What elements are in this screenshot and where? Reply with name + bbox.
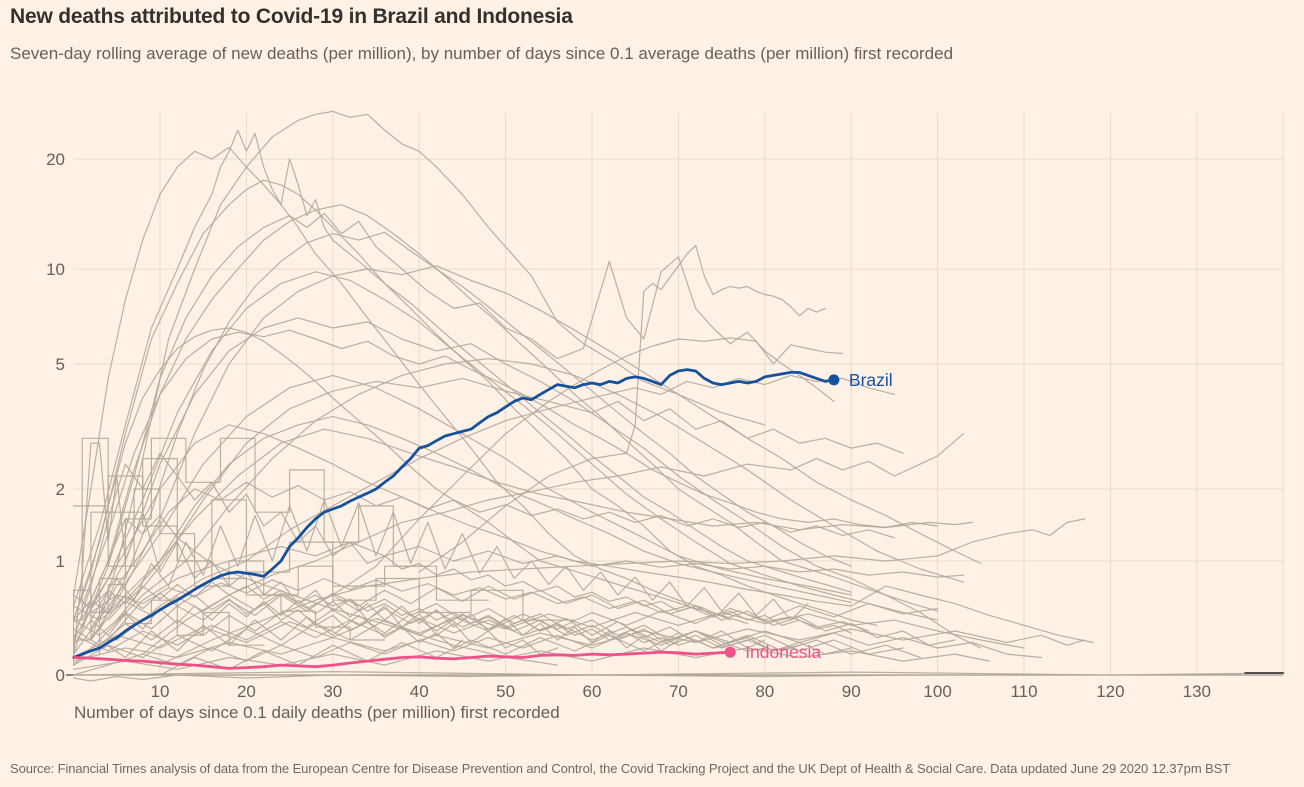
country-line xyxy=(98,358,965,641)
country-line xyxy=(72,592,463,649)
country-line xyxy=(72,442,559,655)
x-tick-label: 20 xyxy=(237,682,256,701)
country-line xyxy=(116,374,896,641)
x-tick-label: 90 xyxy=(842,682,861,701)
page-title: New deaths attributed to Covid-19 in Bra… xyxy=(10,5,573,28)
country-line xyxy=(90,481,896,630)
country-line xyxy=(90,265,982,641)
country-line xyxy=(116,377,904,621)
x-axis-title: Number of days since 0.1 daily deaths (p… xyxy=(74,703,560,722)
country-line xyxy=(90,577,870,632)
country-line xyxy=(107,541,965,641)
country-line xyxy=(72,452,852,641)
x-tick-label: 30 xyxy=(323,682,342,701)
country-line xyxy=(90,416,852,641)
country-line xyxy=(72,630,1042,676)
country-line xyxy=(72,146,731,621)
country-line xyxy=(81,204,939,621)
x-tick-label: 80 xyxy=(755,682,774,701)
country-line xyxy=(98,499,809,621)
x-tick-label: 100 xyxy=(923,682,951,701)
country-line xyxy=(98,437,429,655)
y-tick-label: 20 xyxy=(46,150,65,169)
y-tick-label: 2 xyxy=(56,480,65,499)
country-line xyxy=(72,585,956,646)
country-line xyxy=(72,374,852,655)
indonesia-line xyxy=(72,650,732,670)
y-tick-label: 1 xyxy=(56,552,65,571)
country-line xyxy=(72,458,489,641)
x-tick-label: 50 xyxy=(496,682,515,701)
y-tick-label: 5 xyxy=(56,355,65,374)
country-line xyxy=(72,617,904,655)
country-line xyxy=(72,599,680,652)
country-line xyxy=(72,670,1284,676)
indonesia-label: Indonesia xyxy=(745,642,821,662)
x-tick-label: 10 xyxy=(151,682,170,701)
country-line xyxy=(72,327,749,625)
x-tick-label: 70 xyxy=(669,682,688,701)
country-line xyxy=(72,613,766,666)
country-line xyxy=(90,424,1094,644)
country-line xyxy=(332,337,844,596)
country-line xyxy=(107,428,973,621)
indonesia-end-dot xyxy=(724,646,736,658)
country-line xyxy=(98,231,852,630)
brazil-label: Brazil xyxy=(849,370,893,390)
country-line xyxy=(90,317,982,649)
country-line xyxy=(72,437,576,621)
brazil-end-dot xyxy=(828,374,840,386)
country-line xyxy=(72,674,921,682)
country-line xyxy=(159,518,1086,666)
x-tick-label: 60 xyxy=(583,682,602,701)
country-line xyxy=(72,607,801,652)
country-line xyxy=(72,611,1025,659)
y-tick-label: 10 xyxy=(46,260,65,279)
country-line xyxy=(72,647,991,670)
x-tick-label: 110 xyxy=(1010,682,1037,701)
x-tick-label: 40 xyxy=(410,682,429,701)
x-tick-label: 120 xyxy=(1096,682,1124,701)
country-line xyxy=(72,602,939,666)
country-line xyxy=(418,244,826,573)
country-line xyxy=(72,628,1086,662)
y-tick-label: 0 xyxy=(56,666,65,685)
country-line xyxy=(159,632,921,676)
source-note: Source: Financial Times analysis of data… xyxy=(10,761,1231,776)
country-line xyxy=(72,583,265,666)
brazil-line xyxy=(72,368,836,659)
country-line xyxy=(90,110,766,641)
country-line xyxy=(81,329,939,607)
country-line xyxy=(72,129,852,607)
x-tick-label: 130 xyxy=(1183,682,1211,701)
country-line xyxy=(81,212,835,630)
chart-subtitle: Seven-day rolling average of new deaths … xyxy=(10,44,954,63)
